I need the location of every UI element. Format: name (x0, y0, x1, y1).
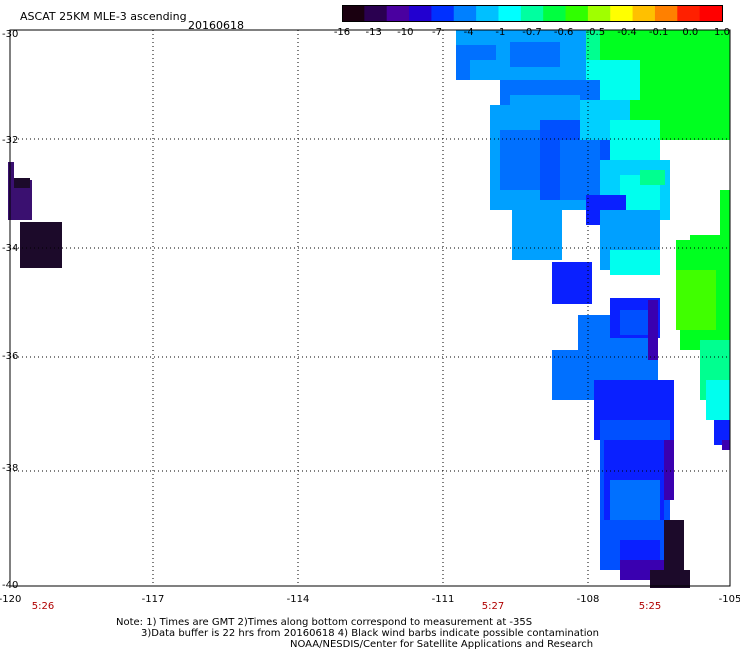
colorbar-swatch (520, 5, 544, 21)
swath-cell (676, 270, 716, 330)
y-axis-tick-label: -38 (2, 463, 19, 474)
colorbar-swatch (677, 5, 701, 21)
x-axis-tick-label: -105 (718, 594, 740, 605)
colorbar-swatch (409, 5, 433, 21)
y-axis-tick-label: -40 (2, 580, 19, 591)
swath-cell (14, 178, 30, 188)
time-label: 5:27 (481, 601, 505, 612)
colorbar-tick-label: -10 (397, 27, 414, 38)
colorbar-swatch (699, 5, 723, 21)
swath-cell (720, 190, 730, 240)
colorbar-swatch (453, 5, 477, 21)
swath-cell (20, 222, 62, 268)
swath-cell (648, 300, 658, 360)
y-axis-tick-label: -36 (2, 351, 19, 362)
note-line-1: Note: 1) Times are GMT 2)Times along bot… (116, 617, 533, 628)
colorbar-tick-label: 0.0 (682, 27, 699, 38)
colorbar-tick-label: 1.0 (714, 27, 730, 38)
colorbar-tick-label: -13 (365, 27, 382, 38)
colorbar-tick-label: -7 (432, 27, 442, 38)
swath-cell (512, 210, 562, 260)
colorbar-tick-label: -4 (463, 27, 474, 38)
colorbar-swatch (386, 5, 410, 21)
swath-cell (510, 42, 560, 67)
colorbar-swatch (543, 5, 567, 21)
colorbar-tick-label: -0.4 (617, 27, 637, 38)
wind-swath-layer (8, 30, 730, 588)
swath-cell (722, 440, 730, 450)
y-axis-tick-label: -32 (2, 135, 19, 146)
swath-cell (700, 110, 730, 140)
colorbar-swatch (498, 5, 522, 21)
swath-cell (664, 440, 674, 500)
time-label: 5:26 (31, 601, 55, 612)
swath-cell (640, 170, 665, 185)
colorbar-swatch (587, 5, 611, 21)
colorbar-tick-label: -0.1 (648, 27, 669, 38)
swath-cell (660, 110, 700, 130)
swath-cell (706, 380, 730, 420)
colorbar (342, 5, 723, 22)
swath-cell (560, 140, 600, 200)
swath-cell (8, 162, 14, 182)
y-axis-tick-label: -34 (2, 243, 19, 254)
swath-cell (552, 262, 592, 304)
colorbar-swatch (654, 5, 678, 21)
plot-frame (9, 29, 731, 587)
swath-cell (610, 120, 660, 160)
colorbar-swatch (610, 5, 634, 21)
colorbar-tick-label: -0.5 (585, 27, 606, 38)
colorbar-swatch (565, 5, 589, 21)
swath-cell (610, 250, 660, 275)
colorbar-tick-label: -0.7 (522, 27, 542, 38)
colorbar-swatch (342, 5, 365, 21)
swath-cell (664, 520, 684, 580)
x-axis-tick-label: -120 (0, 594, 22, 605)
swath-cell (470, 60, 500, 80)
chart-title: ASCAT 25KM MLE-3 ascending (20, 10, 187, 23)
y-axis-tick-label: -30 (2, 29, 19, 40)
colorbar-tick-label: -0.6 (553, 27, 574, 38)
colorbar-frame (342, 5, 723, 22)
x-axis-tick-label: -117 (141, 594, 165, 605)
note-line-2: 3)Data buffer is 22 hrs from 20160618 4)… (141, 628, 599, 639)
colorbar-swatch (431, 5, 455, 21)
colorbar-tick-label: -16 (333, 27, 351, 38)
swath-cell (640, 60, 730, 110)
swath-cell (620, 310, 650, 335)
colorbar-swatch (632, 5, 656, 21)
colorbar-swatch (476, 5, 500, 21)
time-label: 5:25 (638, 601, 662, 612)
colorbar-tick-label: -1 (495, 27, 506, 38)
x-axis-tick-label: -108 (576, 594, 600, 605)
chart-date: 20160618 (188, 19, 244, 32)
swath-cell (714, 420, 730, 445)
graticule (10, 30, 730, 586)
x-axis-tick-label: -111 (431, 594, 455, 605)
note-line-3: NOAA/NESDIS/Center for Satellite Applica… (290, 639, 594, 650)
colorbar-swatch (364, 5, 388, 21)
x-axis-tick-label: -114 (286, 594, 310, 605)
